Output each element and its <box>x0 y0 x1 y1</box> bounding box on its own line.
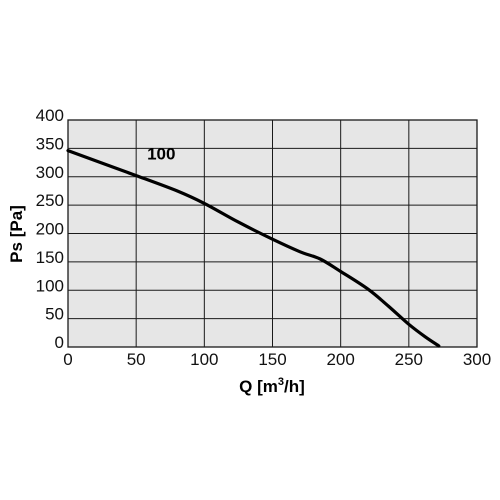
x-tick-label: 0 <box>63 350 72 369</box>
y-tick-label: 200 <box>36 220 64 239</box>
x-tick-label: 300 <box>463 350 491 369</box>
y-tick-label: 250 <box>36 191 64 210</box>
y-tick-label: 400 <box>36 106 64 125</box>
x-axis-ticks: 0 50 100 150 200 250 300 <box>63 350 491 369</box>
y-tick-label: 350 <box>36 134 64 153</box>
y-axis-title: Ps [Pa] <box>7 205 26 263</box>
series-line-100 <box>66 149 441 348</box>
x-axis-title-tail: /h] <box>284 377 305 396</box>
y-tick-label: 100 <box>36 276 64 295</box>
series-label-100: 100 <box>147 145 175 164</box>
x-tick-label: 150 <box>258 350 286 369</box>
y-tick-label: 150 <box>36 248 64 267</box>
x-axis-title: Q [m3/h] <box>239 376 305 396</box>
y-tick-label: 300 <box>36 163 64 182</box>
y-tick-label: 0 <box>55 333 64 352</box>
x-tick-label: 200 <box>326 350 354 369</box>
x-axis-title-main: Q [m <box>239 377 278 396</box>
x-tick-label: 250 <box>395 350 423 369</box>
x-tick-label: 100 <box>190 350 218 369</box>
x-tick-label: 50 <box>127 350 146 369</box>
y-tick-label: 50 <box>45 305 64 324</box>
x-axis-title-sup: 3 <box>278 376 284 388</box>
y-axis-ticks: 0 50 100 150 200 250 300 350 400 <box>36 106 64 352</box>
